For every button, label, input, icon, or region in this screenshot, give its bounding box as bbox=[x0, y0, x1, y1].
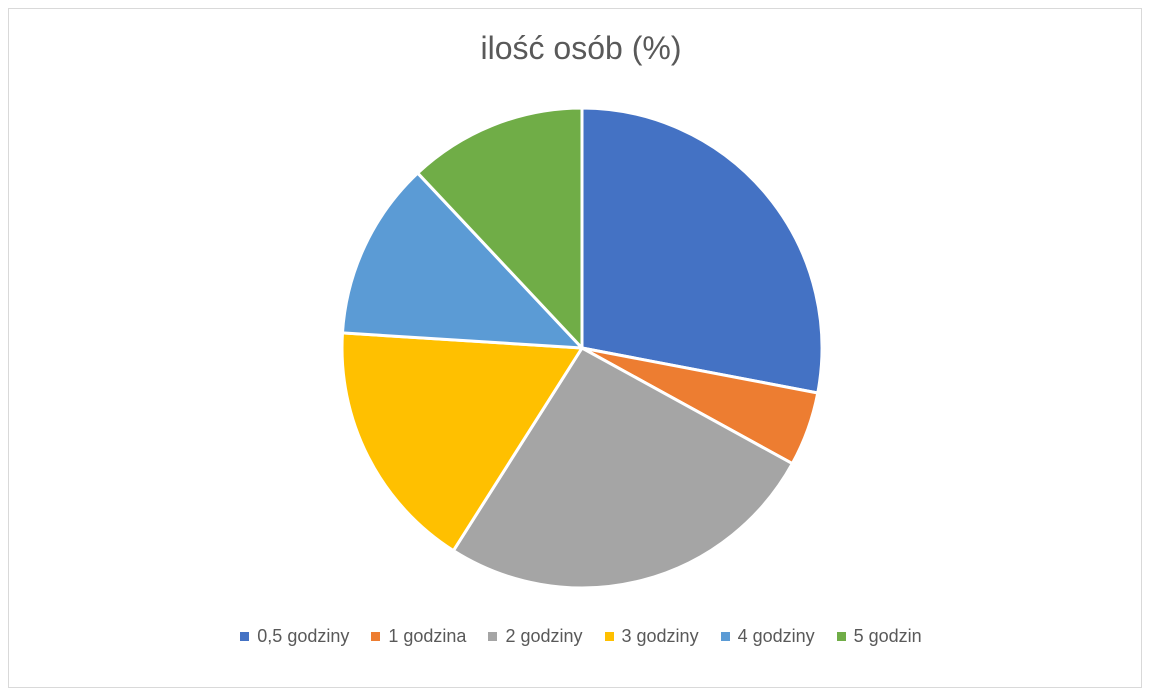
pie-slice-3 bbox=[451, 346, 794, 590]
legend-item-5: 4 godziny bbox=[720, 626, 815, 647]
legend-swatch bbox=[720, 632, 730, 641]
legend-label: 5 godzin bbox=[853, 626, 922, 646]
chart-title: ilość osób (%) bbox=[480, 30, 682, 66]
pie-slice-6 bbox=[416, 106, 584, 350]
legend-item-3: 2 godziny bbox=[488, 626, 583, 647]
pie-slice-5 bbox=[340, 171, 584, 350]
legend-label: 0,5 godziny bbox=[257, 626, 350, 646]
legend-item-1: 0,5 godziny bbox=[240, 626, 349, 647]
legend-swatch bbox=[488, 632, 498, 641]
legend-swatch bbox=[240, 632, 250, 641]
legend-swatch bbox=[604, 632, 614, 641]
pie-slice-4 bbox=[340, 331, 584, 553]
legend-label: 2 godziny bbox=[505, 626, 583, 646]
legend-label: 3 godziny bbox=[621, 626, 699, 646]
pie-slices bbox=[340, 106, 824, 590]
legend-label: 4 godziny bbox=[737, 626, 815, 646]
chart-legend: 0,5 godziny 1 godzina 2 godziny 3 godziny 4 … bbox=[0, 626, 1152, 647]
legend-item-6: 5 godzin bbox=[836, 626, 922, 647]
legend-item-2: 1 godzina bbox=[371, 626, 466, 647]
legend-item-4: 3 godziny bbox=[604, 626, 699, 647]
legend-swatch bbox=[371, 632, 381, 641]
legend-label: 1 godzina bbox=[388, 626, 467, 646]
pie-slice-1 bbox=[580, 106, 824, 395]
legend-swatch bbox=[836, 632, 846, 641]
